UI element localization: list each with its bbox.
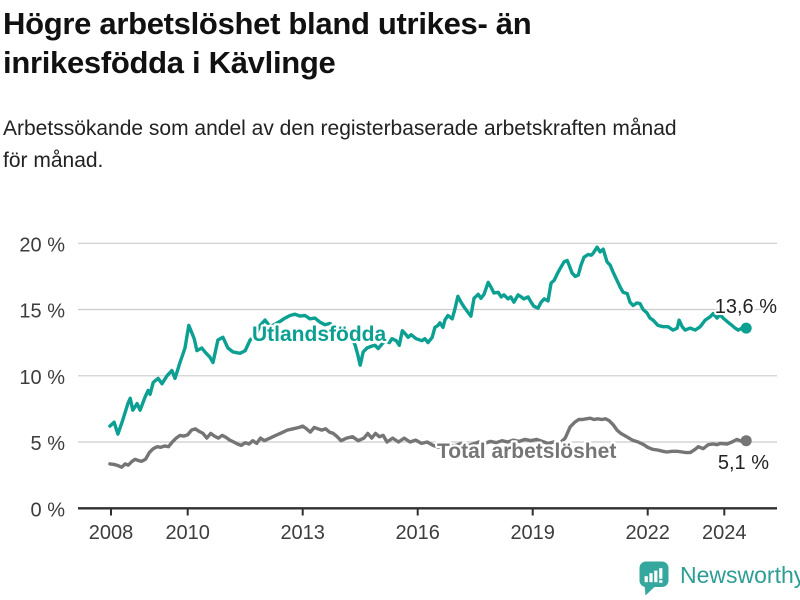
x-tick-label: 2022: [625, 522, 670, 544]
total-arbetsl-shet-end-value-label: 5,1 %: [718, 452, 769, 474]
y-tick-label: 10 %: [19, 367, 65, 389]
x-tick-label: 2019: [510, 522, 555, 544]
utlandsf-dda-end-value-label: 13,6 %: [715, 296, 777, 318]
newsworthy-logo-icon: [639, 561, 669, 596]
logo-bubble-tail: [644, 585, 657, 596]
x-tick-label: 2024: [702, 522, 747, 544]
x-tick-label: 2008: [89, 522, 134, 544]
chart-title: Högre arbetslöshet bland utrikes- än inr…: [3, 6, 532, 80]
x-tick-label: 2010: [165, 522, 210, 544]
logo-bubble: [639, 561, 669, 587]
line-chart: 0 % 5 % 10 % 15 % 20 % 2008 2010 2013 2016 2019 20…: [19, 234, 779, 544]
y-tick-label: 20 %: [19, 234, 65, 256]
y-tick-label: 0 %: [31, 499, 66, 521]
newsworthy-logo-text: Newsworthy: [680, 562, 800, 588]
total-arbetsl-shet-series-label: Total arbetslöshet: [437, 440, 616, 463]
logo-bars: [644, 568, 663, 583]
chart-subtitle: Arbetssökande som andel av den registerb…: [3, 117, 677, 172]
utlandsf-dda-line: [108, 245, 748, 436]
x-tick-label: 2013: [280, 522, 325, 544]
x-tick-label: 2016: [395, 522, 440, 544]
utlandsf-dda-end-dot: [740, 322, 752, 334]
newsworthy-logo[interactable]: Newsworthy: [639, 561, 800, 596]
utlandsf-dda-series-label: Utlandsfödda: [252, 323, 386, 346]
y-tick-label: 15 %: [19, 301, 65, 323]
y-tick-label: 5 %: [31, 433, 66, 455]
total-arbetsl-shet-line: [108, 416, 748, 469]
total-arbetsl-shet-end-dot: [740, 435, 752, 447]
